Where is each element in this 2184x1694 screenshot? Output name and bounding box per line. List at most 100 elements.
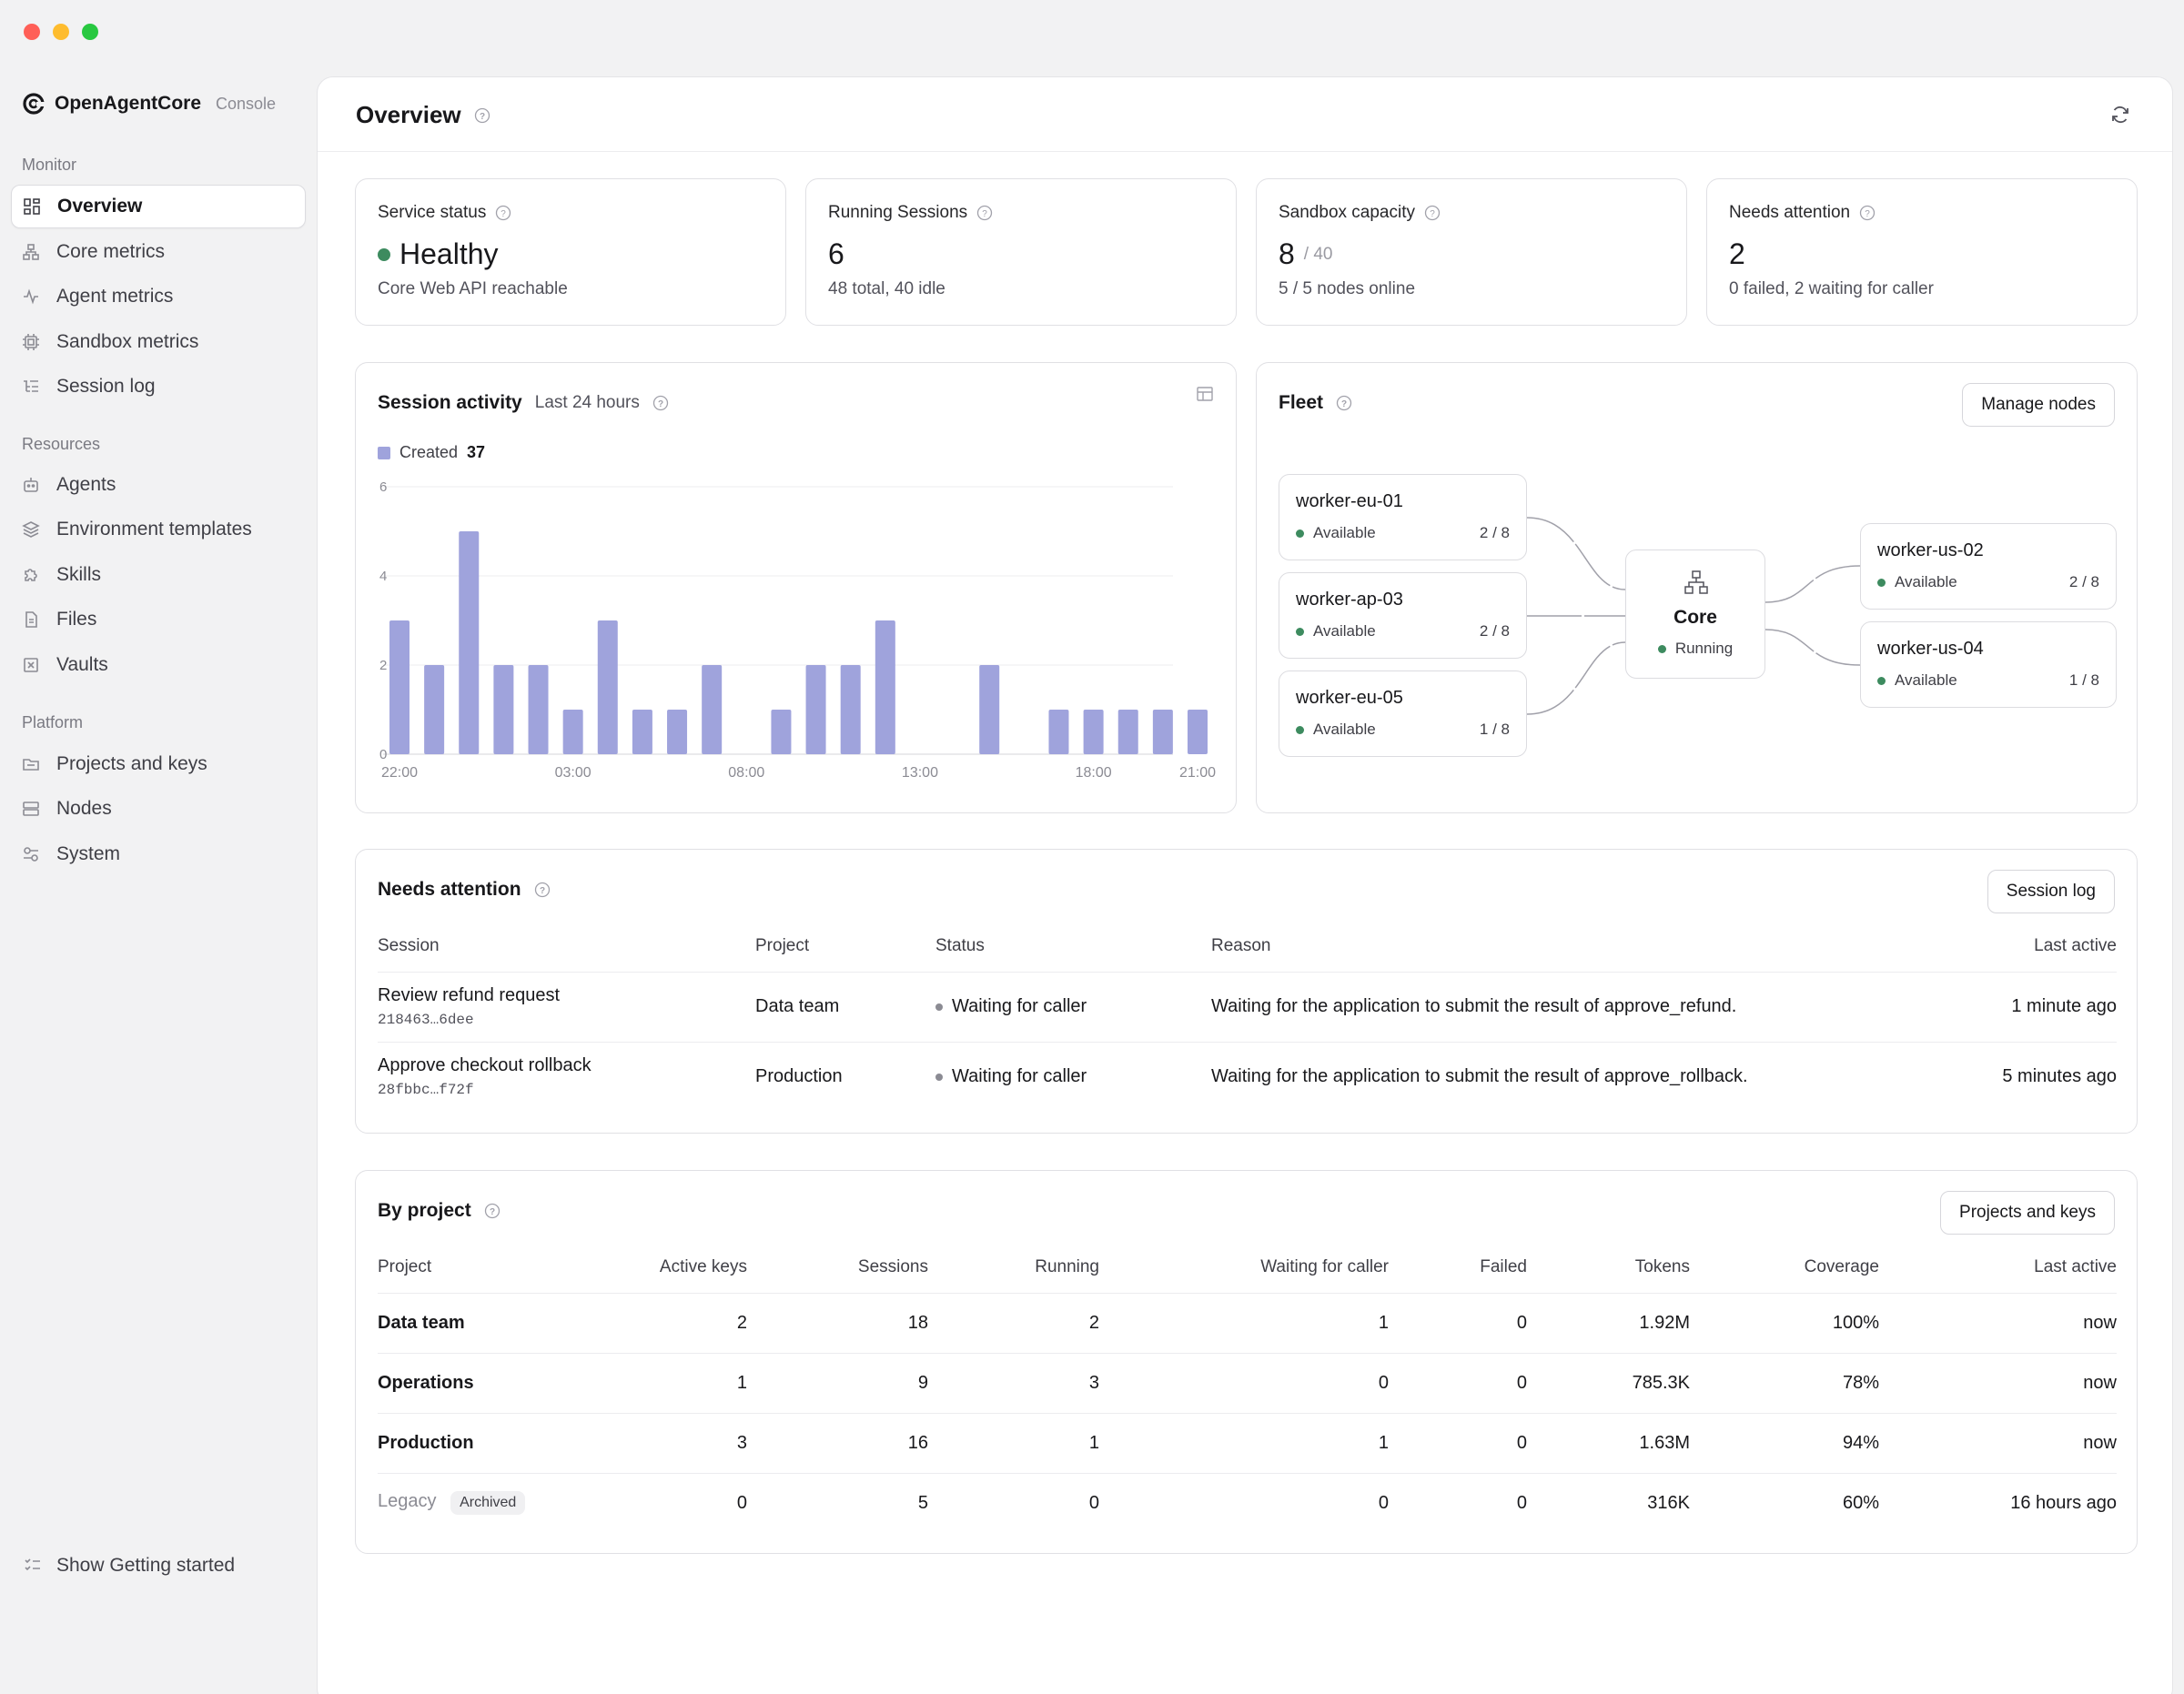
table-row[interactable]: Production 3 16 1 1 0 1.63M 94% now xyxy=(378,1413,2117,1474)
column-header: Last active xyxy=(1879,1242,2117,1294)
sidebar: OpenAgentCore Console Monitor Overview C… xyxy=(0,78,315,1694)
help-icon[interactable]: ? xyxy=(976,205,993,221)
x-tick-label: 08:00 xyxy=(728,765,764,781)
failed-cell: 0 xyxy=(1389,1353,1527,1414)
hierarchy-icon xyxy=(23,244,39,260)
sidebar-item-core-metrics[interactable]: Core metrics xyxy=(11,230,306,274)
connection-us-04 xyxy=(1764,629,1861,666)
table-row[interactable]: Approve checkout rollback 28fbbc…f72f Pr… xyxy=(378,1042,2117,1112)
fleet-title: Fleet xyxy=(1279,392,1324,413)
sidebar-item-vaults[interactable]: Vaults xyxy=(11,643,306,687)
status-dot xyxy=(1296,529,1304,538)
chart-bar[interactable] xyxy=(424,665,445,754)
zoom-window-button[interactable] xyxy=(82,24,98,40)
chart-bar[interactable] xyxy=(1188,710,1208,754)
chart-bar[interactable] xyxy=(389,620,410,754)
sidebar-item-environment-templates[interactable]: Environment templates xyxy=(11,508,306,551)
manage-nodes-button[interactable]: Manage nodes xyxy=(1962,383,2115,427)
fleet-node-worker-eu-01[interactable]: worker-eu-01 Available 2 / 8 xyxy=(1279,474,1527,560)
sidebar-item-agent-metrics[interactable]: Agent metrics xyxy=(11,275,306,318)
status-cell: Waiting for caller xyxy=(935,1042,1211,1112)
chart-bar[interactable] xyxy=(702,665,723,754)
project-cell: Operations xyxy=(378,1353,651,1414)
node-status: Available xyxy=(1296,622,1376,640)
column-header: Waiting for caller xyxy=(1099,1242,1389,1294)
help-icon[interactable]: ? xyxy=(1336,395,1352,411)
table-row[interactable]: Legacy Archived 0 5 0 0 0 316K 60% 16 ho… xyxy=(378,1473,2117,1533)
status-text: Waiting for caller xyxy=(952,1066,1087,1087)
fleet-node-worker-us-02[interactable]: worker-us-02 Available 2 / 8 xyxy=(1860,523,2117,610)
sidebar-item-projects-and-keys[interactable]: Projects and keys xyxy=(11,742,306,786)
chart-bar[interactable] xyxy=(459,531,480,754)
sidebar-item-sandbox-metrics[interactable]: Sandbox metrics xyxy=(11,320,306,364)
chart-bar[interactable] xyxy=(875,620,895,754)
sidebar-item-nodes[interactable]: Nodes xyxy=(11,787,306,831)
status-dot xyxy=(1296,627,1304,636)
core-name: Core xyxy=(1673,607,1717,628)
fleet-core-node[interactable]: Core Running xyxy=(1625,550,1765,679)
minimize-window-button[interactable] xyxy=(53,24,69,40)
svg-text:?: ? xyxy=(658,399,663,409)
fleet-node-worker-ap-03[interactable]: worker-ap-03 Available 2 / 8 xyxy=(1279,572,1527,659)
chart-bar[interactable] xyxy=(1117,710,1138,754)
chart-bar[interactable] xyxy=(771,710,792,754)
chart-bar[interactable] xyxy=(1048,710,1069,754)
table-row[interactable]: Operations 1 9 3 0 0 785.3K 78% now xyxy=(378,1353,2117,1414)
svg-text:?: ? xyxy=(1341,399,1347,409)
refresh-button[interactable] xyxy=(2107,101,2134,128)
help-icon[interactable]: ? xyxy=(474,107,490,124)
help-icon[interactable]: ? xyxy=(652,395,669,411)
chart-bar[interactable] xyxy=(493,665,514,754)
connection-us-02 xyxy=(1764,565,1861,603)
sidebar-item-files[interactable]: Files xyxy=(11,598,306,641)
chart-bar[interactable] xyxy=(979,665,1000,754)
keys-cell: 2 xyxy=(651,1293,747,1354)
chart-bar[interactable] xyxy=(528,665,549,754)
column-header: Project xyxy=(378,1242,651,1294)
svg-text:?: ? xyxy=(1430,209,1435,219)
sidebar-item-system[interactable]: System xyxy=(11,832,306,876)
chart-bar[interactable] xyxy=(840,665,861,754)
node-capacity: 1 / 8 xyxy=(2068,671,2099,689)
fleet-node-worker-us-04[interactable]: worker-us-04 Available 1 / 8 xyxy=(1860,621,2117,708)
legend-label: Created xyxy=(399,443,459,461)
session-log-button[interactable]: Session log xyxy=(1987,870,2115,913)
close-window-button[interactable] xyxy=(24,24,40,40)
sidebar-item-overview[interactable]: Overview xyxy=(11,185,306,228)
chart-bar[interactable] xyxy=(562,710,583,754)
coverage-cell: 60% xyxy=(1842,1492,1879,1513)
sidebar-item-agents[interactable]: Agents xyxy=(11,463,306,507)
sidebar-item-session-log[interactable]: Session log xyxy=(11,365,306,408)
session-activity-chart: 0 2 4 6 22:00 03:00 08:00 13:00 18:00 21:00 xyxy=(379,479,1216,781)
running-cell: 1 xyxy=(928,1413,1099,1474)
chart-bar[interactable] xyxy=(1152,710,1173,754)
table-row[interactable]: Review refund request 218463…6dee Data t… xyxy=(378,972,2117,1043)
chart-bar[interactable] xyxy=(667,710,688,754)
chart-bar[interactable] xyxy=(805,665,826,754)
help-icon[interactable]: ? xyxy=(534,882,551,898)
node-status-text: Available xyxy=(1313,721,1376,738)
page-title-text: Overview xyxy=(356,101,461,128)
waiting-cell: 0 xyxy=(1099,1353,1389,1414)
tokens-cell: 785.3K xyxy=(1527,1353,1690,1414)
table-view-icon[interactable] xyxy=(1196,385,1214,403)
brand[interactable]: OpenAgentCore Console xyxy=(22,87,276,120)
node-status-text: Available xyxy=(1895,573,1957,590)
show-getting-started-button[interactable]: Show Getting started xyxy=(24,1555,235,1577)
fleet-node-worker-eu-05[interactable]: worker-eu-05 Available 1 / 8 xyxy=(1279,671,1527,757)
file-icon xyxy=(25,611,37,628)
status-dot xyxy=(935,1073,943,1081)
help-icon[interactable]: ? xyxy=(1859,205,1876,221)
projects-and-keys-button[interactable]: Projects and keys xyxy=(1940,1191,2115,1235)
chart-bar[interactable] xyxy=(632,710,652,754)
help-icon[interactable]: ? xyxy=(495,205,511,221)
stat-label: Sandbox capacity xyxy=(1279,203,1415,222)
help-icon[interactable]: ? xyxy=(1424,205,1441,221)
table-row[interactable]: Data team 2 18 2 1 0 1.92M 100% now xyxy=(378,1293,2117,1354)
project-cell: Data team xyxy=(378,1293,651,1354)
help-icon[interactable]: ? xyxy=(484,1203,500,1219)
chart-bar[interactable] xyxy=(1083,710,1104,754)
chart-bar[interactable] xyxy=(597,620,618,754)
sidebar-item-skills[interactable]: Skills xyxy=(11,553,306,597)
nav-section-resources: Resources xyxy=(22,435,101,453)
